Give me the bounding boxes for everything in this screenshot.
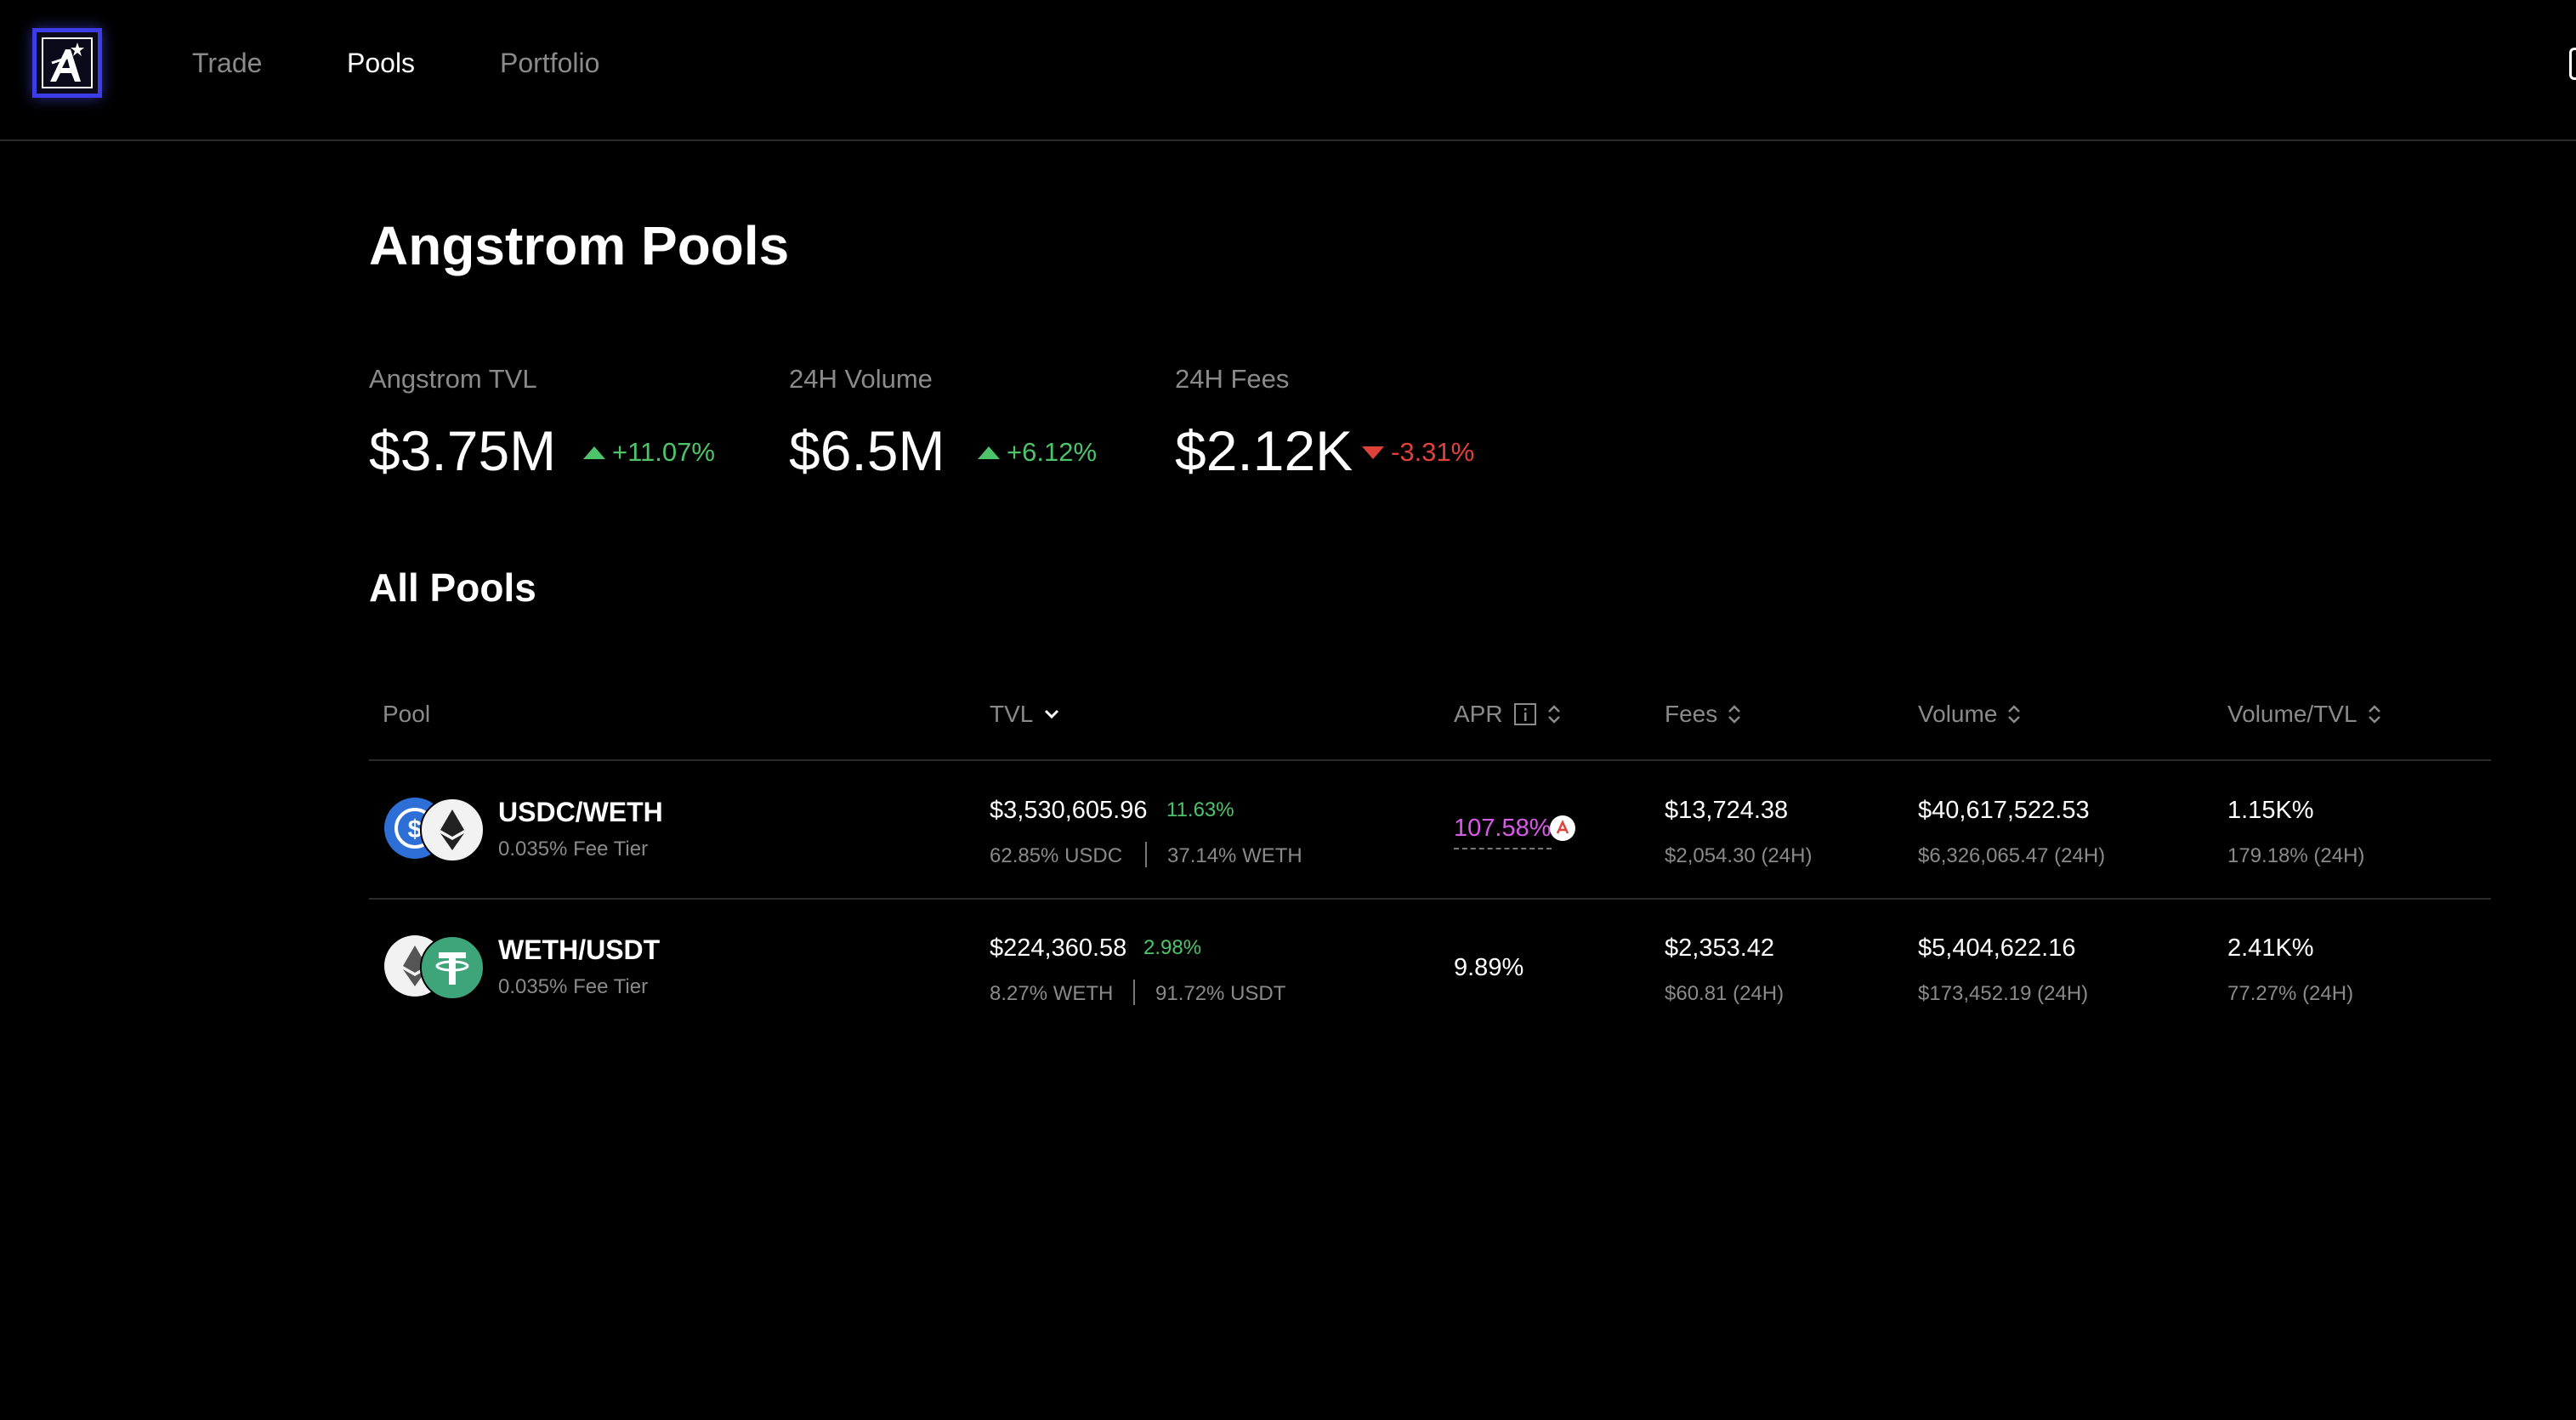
sort-desc-icon[interactable] (1043, 708, 1060, 720)
apr-value: 9.89% (1454, 954, 1524, 981)
pool-name[interactable]: WETH/USDT (498, 934, 661, 965)
reward-badge-icon[interactable] (1550, 815, 1575, 841)
split-divider (1145, 842, 1147, 867)
volume-tvl-value: 1.15K% (2227, 797, 2314, 824)
fee-tier: 0.035% Fee Tier (498, 975, 649, 998)
table-header-divider (369, 759, 2491, 761)
fee-tier: 0.035% Fee Tier (498, 838, 649, 861)
stat-fees-change: -3.31% (1362, 437, 1474, 468)
tvl-split-a: 8.27% WETH (990, 982, 1114, 1005)
volume-24h: $173,452.19 (24H) (1918, 982, 2089, 1005)
fees-24h: $60.81 (24H) (1665, 982, 1784, 1005)
col-header-fees[interactable]: Fees (1665, 701, 1741, 728)
stat-tvl-change: +11.07% (583, 437, 715, 468)
col-header-pool: Pool (383, 701, 430, 728)
page-title: Angstrom Pools (369, 215, 790, 276)
col-header-volume-label: Volume (1918, 701, 1998, 727)
volume-value: $5,404,622.16 (1918, 934, 2076, 962)
row-divider (369, 898, 2491, 900)
stat-volume-value: $6.5M (789, 419, 945, 482)
volume-tvl-24h: 77.27% (24H) (2227, 982, 2354, 1005)
col-header-volume-tvl-label: Volume/TVL (2227, 701, 2358, 727)
section-title-all-pools: All Pools (369, 565, 536, 610)
arrow-up-icon (978, 446, 1000, 459)
col-header-fees-label: Fees (1665, 701, 1718, 727)
top-nav-bar: Trade Pools Portfolio (0, 0, 2576, 141)
svg-text:$: $ (408, 815, 423, 843)
volume-value: $40,617,522.53 (1918, 797, 2090, 824)
connect-wallet-button[interactable] (2569, 48, 2576, 80)
col-header-apr[interactable]: APR (1454, 701, 1561, 728)
weth-icon (420, 798, 485, 862)
volume-24h: $6,326,065.47 (24H) (1918, 844, 2106, 867)
sort-icon[interactable] (2007, 702, 2021, 726)
info-icon[interactable] (1513, 702, 1537, 726)
stat-fees-change-text: -3.31% (1391, 437, 1475, 467)
stat-volume-label: 24H Volume (789, 364, 933, 394)
arrow-up-icon (583, 446, 605, 459)
tvl-value: $224,360.58 (990, 934, 1127, 962)
arrow-down-icon (1362, 446, 1384, 459)
sort-icon[interactable] (2368, 702, 2381, 726)
col-header-tvl[interactable]: TVL (990, 701, 1060, 728)
fees-24h: $2,054.30 (24H) (1665, 844, 1813, 867)
col-header-tvl-label: TVL (990, 701, 1034, 727)
split-divider (1133, 980, 1135, 1005)
volume-tvl-value: 2.41K% (2227, 934, 2314, 962)
pool-name[interactable]: USDC/WETH (498, 797, 663, 827)
nav-trade[interactable]: Trade (192, 48, 263, 78)
stat-volume-change: +6.12% (978, 437, 1097, 468)
stat-volume-change-text: +6.12% (1007, 437, 1098, 467)
stat-fees-value: $2.12K (1175, 419, 1353, 482)
stat-fees-label: 24H Fees (1175, 364, 1290, 394)
logo-frame (42, 37, 93, 88)
nav-portfolio[interactable]: Portfolio (500, 48, 600, 78)
stat-tvl-label: Angstrom TVL (369, 364, 537, 394)
tvl-apr: 2.98% (1143, 936, 1202, 959)
logo-glyph (50, 43, 84, 82)
nav-pools[interactable]: Pools (347, 48, 416, 78)
volume-tvl-24h: 179.18% (24H) (2227, 844, 2365, 867)
angstrom-logo[interactable] (32, 28, 102, 98)
tvl-split-a: 62.85% USDC (990, 844, 1123, 867)
col-header-pool-label: Pool (383, 701, 431, 727)
fees-value: $13,724.38 (1665, 797, 1789, 824)
tvl-split-b: 91.72% USDT (1155, 982, 1286, 1005)
col-header-volume-tvl[interactable]: Volume/TVL (2227, 701, 2381, 728)
sort-icon[interactable] (1728, 702, 1741, 726)
usdt-icon (420, 935, 485, 1000)
apr-value[interactable]: 107.58% (1454, 815, 1552, 849)
stat-tvl-value: $3.75M (369, 419, 557, 482)
sort-icon[interactable] (1547, 702, 1561, 726)
col-header-volume[interactable]: Volume (1918, 701, 2021, 728)
tvl-apr: 11.63% (1166, 798, 1234, 821)
fees-value: $2,353.42 (1665, 934, 1775, 962)
stat-tvl-change-text: +11.07% (612, 437, 715, 467)
tvl-value: $3,530,605.96 (990, 797, 1148, 824)
col-header-apr-label: APR (1454, 701, 1503, 727)
tvl-split-b: 37.14% WETH (1167, 844, 1302, 867)
